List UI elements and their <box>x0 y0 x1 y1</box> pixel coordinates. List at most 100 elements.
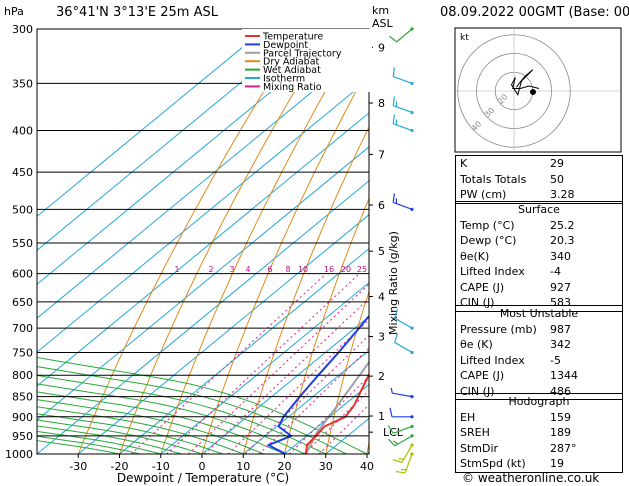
pressure-tick-label: 450 <box>12 166 33 179</box>
surface-label: θe(K) <box>460 249 490 263</box>
wind-barb-dot <box>410 81 414 86</box>
wet-adiabat-line <box>37 391 285 454</box>
x-axis-title: Dewpoint / Temperature (°C) <box>117 471 289 485</box>
wind-barb-flag <box>392 67 395 77</box>
table-row: CAPE (J) 927 <box>456 280 622 296</box>
wet-adiabat-line <box>37 356 368 454</box>
legend-label: Parcel Trajectory <box>263 48 342 59</box>
wind-barb-flag <box>389 407 393 417</box>
hodograph-frame <box>454 27 622 153</box>
wind-barb-flag <box>394 309 399 319</box>
temp-tick-label: -10 <box>152 460 170 473</box>
isotherm-line <box>242 349 369 454</box>
legend-label: Mixing Ratio <box>263 82 322 93</box>
table-row: θe (K) 342 <box>456 337 622 353</box>
index-label: K <box>460 157 468 170</box>
mixing-ratio-line <box>204 297 369 454</box>
mu-title: Most Unstable <box>499 307 579 320</box>
legend-label: Temperature <box>262 32 323 43</box>
wet-adiabat-line <box>37 413 223 454</box>
wind-barb-dot <box>410 27 414 31</box>
hodo-label: SREH <box>460 426 490 439</box>
pressure-tick-label: 550 <box>12 237 33 250</box>
mixing-ratio-line <box>166 273 360 454</box>
table-row: EH 159 <box>456 410 622 426</box>
height-tick-label: 8 <box>378 97 385 110</box>
plot-frame <box>36 28 370 455</box>
table-row: Pressure (mb) 987 <box>456 322 622 338</box>
wet-adiabat-line <box>37 366 347 454</box>
mixing-ratio-label: 4 <box>245 265 250 274</box>
wind-barb-dot <box>410 443 414 447</box>
pressure-tick-label: 350 <box>12 77 33 90</box>
table-row: StmDir 287° <box>456 441 622 457</box>
mixing-ratio-label: 6 <box>267 265 272 274</box>
index-value: 29 <box>550 157 564 170</box>
most-unstable-table: Most Unstable Pressure (mb) 987 θe (K) 342… <box>455 305 623 400</box>
surface-label: Lifted Index <box>460 265 525 278</box>
table-row: CIN (J) 486 <box>456 384 622 400</box>
hodo-title: Hodograph <box>508 395 570 408</box>
wind-barb-staff <box>393 425 413 434</box>
mixing-ratio-line <box>245 334 369 454</box>
km-unit-label: km <box>372 4 390 17</box>
mu-label: CAPE (J) <box>460 369 505 382</box>
table-row: PW (cm) 3.28 <box>456 187 622 203</box>
height-tick-label: 9 <box>378 41 385 54</box>
wind-barb <box>388 27 414 43</box>
hodo-value: 159 <box>550 410 571 424</box>
surface-title: Surface <box>518 203 560 216</box>
wind-barb-flag <box>387 425 394 434</box>
height-tick-label: 3 <box>378 331 385 344</box>
storm-motion-marker <box>530 89 536 95</box>
index-label: PW (cm) <box>460 188 507 201</box>
legend-label: Isotherm <box>263 74 305 85</box>
hodo-value: 189 <box>550 426 571 439</box>
wind-barb <box>392 193 414 211</box>
temp-tick-label: 20 <box>278 460 292 473</box>
wind-barb-dot <box>410 207 414 211</box>
mixing-ratio-label: 3 <box>229 265 234 274</box>
wind-barb-flag <box>388 35 398 43</box>
temp-tick-label: 30 <box>319 460 333 473</box>
isotherm-line <box>201 315 369 454</box>
mu-label: Lifted Index <box>460 353 525 367</box>
index-value: 3.28 <box>550 188 575 201</box>
wind-barb-flag <box>393 440 399 445</box>
wet-adiabat-line <box>37 399 265 454</box>
wet-adiabat-line <box>37 383 306 454</box>
temp-tick-label: -20 <box>111 460 129 473</box>
wind-barb <box>393 443 414 463</box>
pressure-tick-label: 1000 <box>5 448 33 461</box>
wind-barb-flag <box>390 387 393 394</box>
wind-barb <box>392 114 414 133</box>
height-tick-label: 7 <box>378 148 385 161</box>
table-row: SREH 189 <box>456 425 622 441</box>
asl-unit-label: ASL <box>372 17 393 30</box>
hodograph-unit: kt <box>460 33 469 43</box>
mu-value: -5 <box>550 353 561 367</box>
isotherm-line <box>37 29 307 251</box>
mixing-ratio-line <box>188 283 369 454</box>
pressure-tick-label: 500 <box>12 203 33 216</box>
wind-barb-dot <box>410 434 414 438</box>
wind-barb-flag <box>388 438 396 447</box>
wind-barb-flag <box>393 459 403 463</box>
footer-credit: © weatheronline.co.uk <box>462 471 600 485</box>
height-tick-label: 1 <box>378 410 385 423</box>
hodo-value: 287° <box>550 441 577 455</box>
wind-barb-staff <box>392 392 413 398</box>
wind-barb-staff <box>396 28 413 43</box>
isotherm-line <box>119 248 369 454</box>
hodo-value: 19 <box>550 457 564 470</box>
isotherm-line <box>37 29 265 217</box>
wind-barb <box>388 434 414 447</box>
wind-barb-flag <box>392 114 395 124</box>
isotherm-line <box>160 281 369 454</box>
pressure-tick-label: 600 <box>12 268 33 281</box>
wind-barb-flag <box>394 333 399 343</box>
table-row: θe(K) 340 <box>456 249 622 265</box>
hodo-label: StmDir <box>460 441 499 455</box>
table-row: Dewp (°C) 20.3 <box>456 233 622 249</box>
